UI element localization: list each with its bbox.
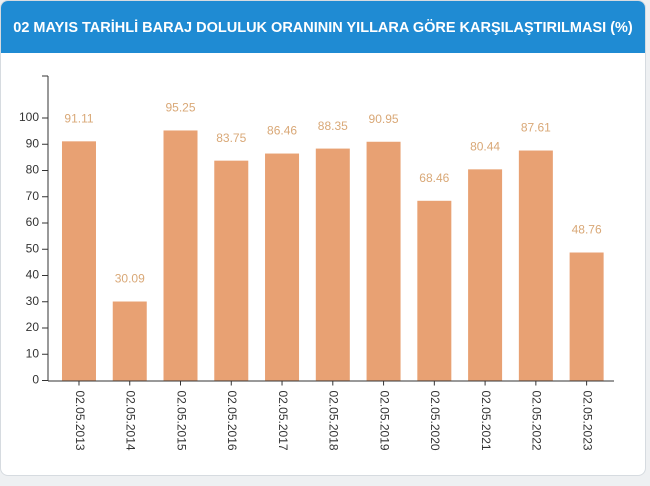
y-tick-label: 50 xyxy=(26,241,40,255)
bar xyxy=(112,301,147,381)
y-tick-label: 10 xyxy=(26,346,40,360)
value-label: 48.76 xyxy=(572,223,602,237)
x-tick-label: 02.05.2015 xyxy=(174,391,188,451)
x-tick-label: 02.05.2016 xyxy=(225,391,239,451)
y-tick-label: 70 xyxy=(26,189,40,203)
bar xyxy=(366,141,401,381)
y-tick-label: 0 xyxy=(32,373,39,387)
value-label: 88.35 xyxy=(318,119,348,133)
x-tick-label: 02.05.2018 xyxy=(327,391,341,451)
value-label: 30.09 xyxy=(115,272,145,286)
bar xyxy=(61,141,96,381)
y-tick-label: 100 xyxy=(19,110,39,124)
value-label: 83.75 xyxy=(216,131,246,145)
value-label: 87.61 xyxy=(521,121,551,135)
value-label: 68.46 xyxy=(419,171,449,185)
value-label: 80.44 xyxy=(470,140,500,154)
bar xyxy=(163,130,198,381)
y-tick-label: 30 xyxy=(26,294,40,308)
bar xyxy=(518,150,553,381)
x-tick-label: 02.05.2019 xyxy=(377,391,391,451)
x-tick-label: 02.05.2013 xyxy=(73,391,87,451)
bar xyxy=(417,200,452,381)
bar xyxy=(214,160,249,381)
chart-title: 02 MAYIS TARİHLİ BARAJ DOLULUK ORANININ … xyxy=(1,1,645,53)
x-tick-label: 02.05.2023 xyxy=(580,391,594,451)
y-tick-label: 80 xyxy=(26,163,40,177)
bar xyxy=(265,153,300,381)
bar xyxy=(315,148,350,381)
y-tick-label: 90 xyxy=(26,136,40,150)
bar xyxy=(569,252,604,381)
bar xyxy=(468,169,503,381)
value-label: 95.25 xyxy=(165,101,195,115)
value-label: 86.46 xyxy=(267,124,297,138)
y-tick-label: 60 xyxy=(26,215,40,229)
value-label: 90.95 xyxy=(369,112,399,126)
value-label: 91.11 xyxy=(64,112,93,126)
x-tick-label: 02.05.2017 xyxy=(276,391,290,451)
x-tick-label: 02.05.2022 xyxy=(530,391,544,451)
y-tick-label: 20 xyxy=(26,320,40,334)
x-tick-label: 02.05.2014 xyxy=(124,391,138,451)
x-tick-label: 02.05.2021 xyxy=(479,391,493,451)
y-tick-label: 40 xyxy=(26,268,40,282)
x-tick-label: 02.05.2020 xyxy=(428,391,442,451)
